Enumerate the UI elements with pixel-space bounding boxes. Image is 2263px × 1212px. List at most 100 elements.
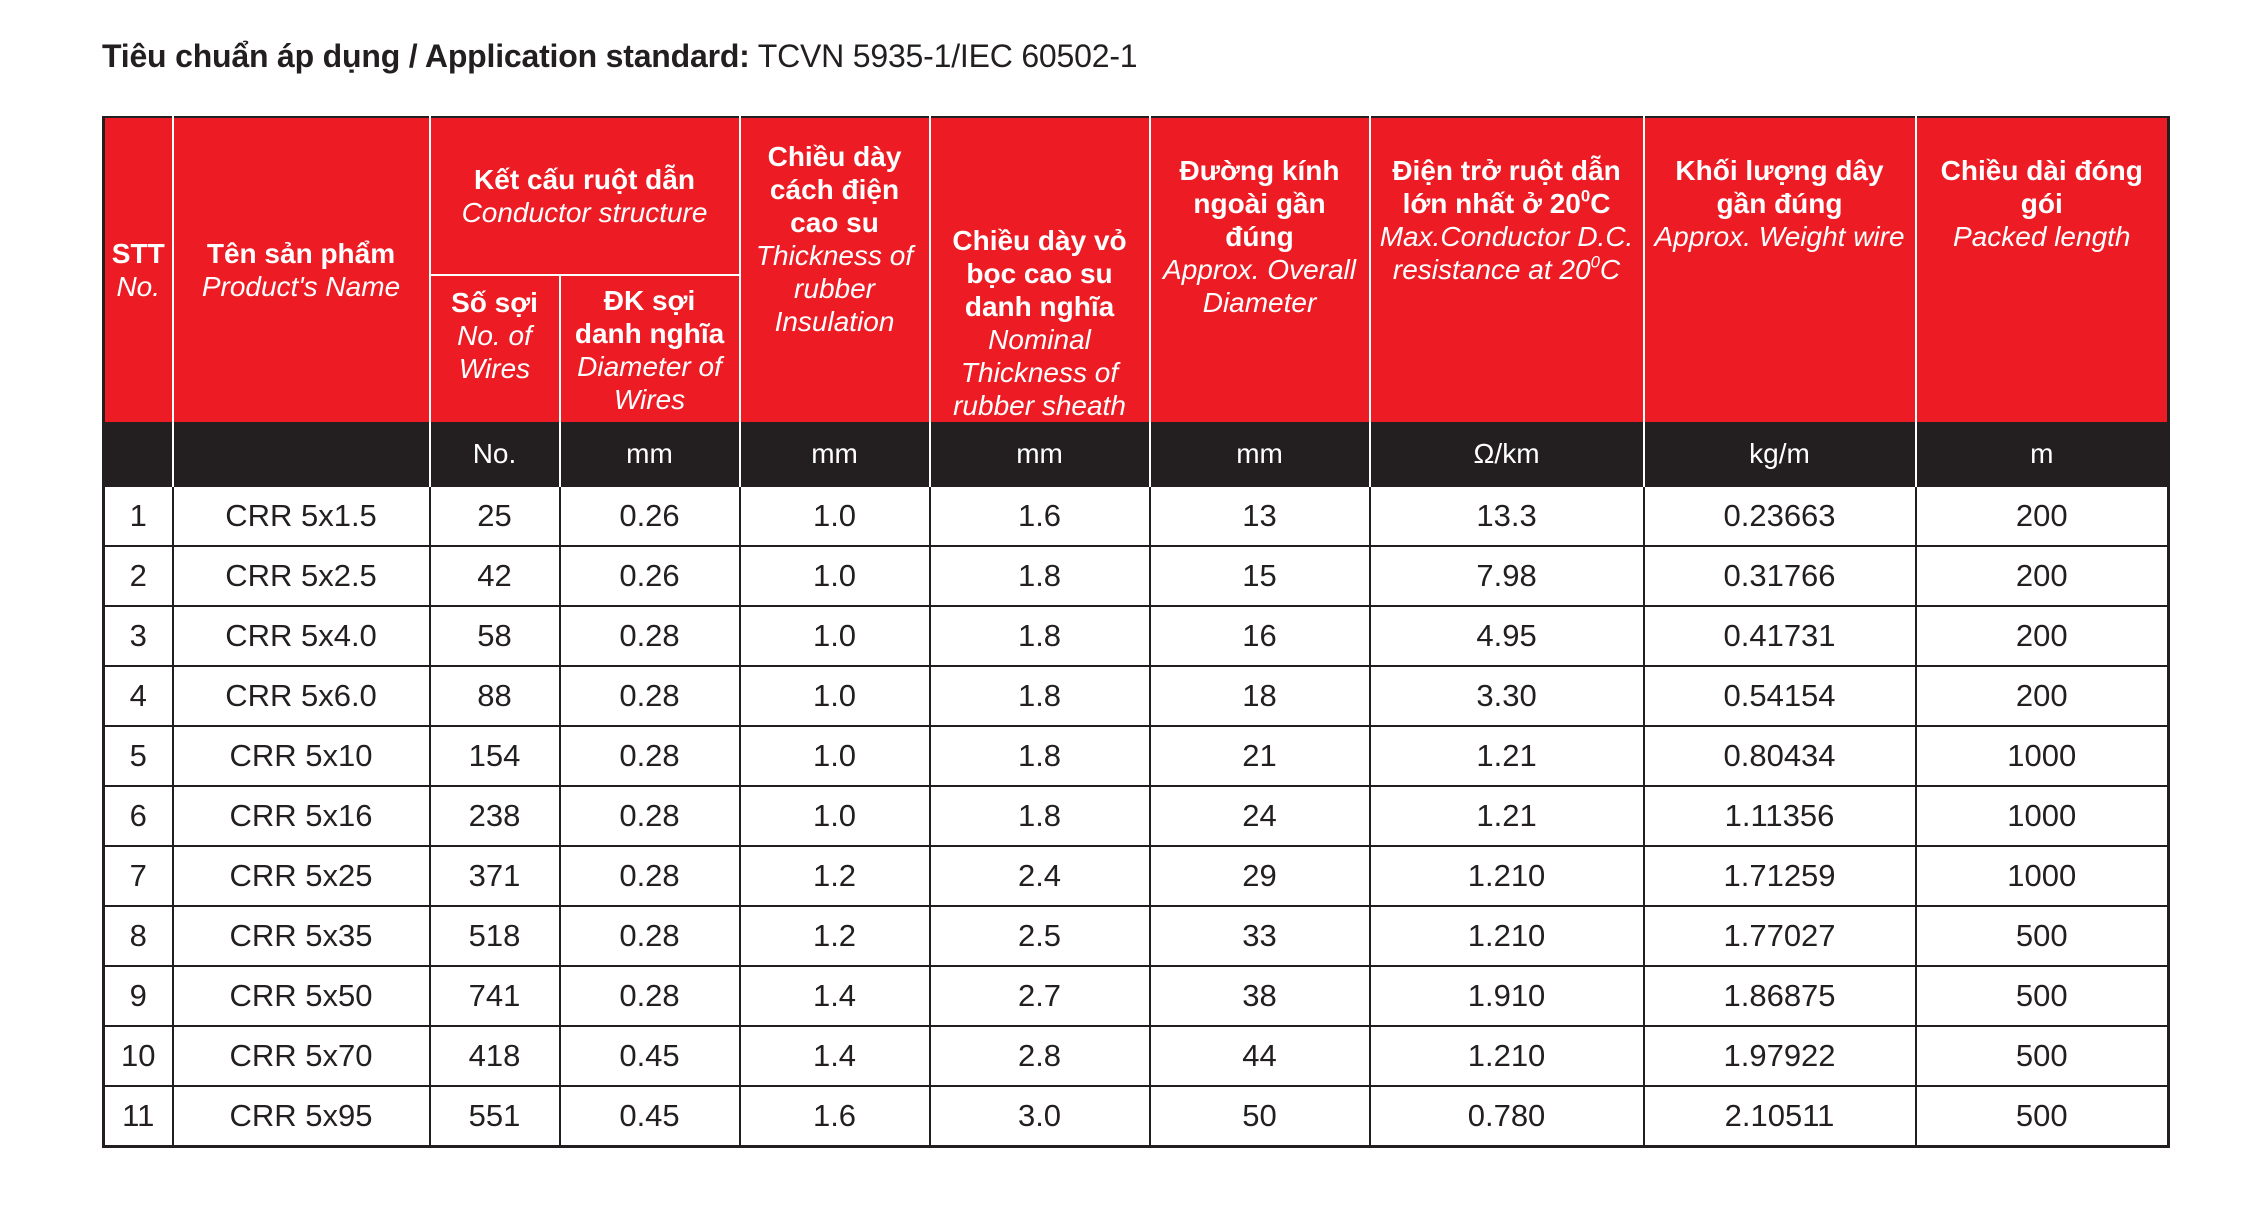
cell-weight: 0.54154 (1642, 665, 1917, 727)
cell-sheath: 2.8 (928, 1025, 1151, 1087)
cell-sheath: 3.0 (928, 1085, 1151, 1148)
header-wire-dia: ĐK sợi danh nghĩa Diameter of Wires (558, 274, 741, 422)
unit-resistance: Ω/km (1368, 422, 1645, 486)
header-weight-vi: Khối lượng dây gần đúng (1675, 155, 1884, 219)
cell-product-name: CRR 5x16 (171, 785, 431, 847)
cell-diameter: 15 (1148, 545, 1371, 607)
cell-resistance: 1.21 (1368, 725, 1645, 787)
cell-insulation: 1.0 (738, 665, 931, 727)
cell-stt: 5 (102, 725, 174, 787)
cell-sheath: 1.8 (928, 785, 1151, 847)
cell-resistance: 7.98 (1368, 545, 1645, 607)
cell-wires: 238 (428, 785, 561, 847)
cell-resistance: 0.780 (1368, 1085, 1645, 1148)
cell-product-name: CRR 5x35 (171, 905, 431, 967)
header-weight: Khối lượng dây gần đúng Approx. Weight w… (1642, 117, 1917, 422)
cell-length: 500 (1914, 1085, 2170, 1148)
cell-wire-dia: 0.45 (558, 1025, 741, 1087)
cell-stt: 1 (102, 485, 174, 547)
header-wires-vi: Số sợi (451, 287, 538, 318)
cell-sheath: 2.4 (928, 845, 1151, 907)
cell-diameter: 50 (1148, 1085, 1371, 1148)
cell-product-name: CRR 5x4.0 (171, 605, 431, 667)
cell-diameter: 44 (1148, 1025, 1371, 1087)
cell-sheath: 1.6 (928, 485, 1151, 547)
cell-length: 500 (1914, 965, 2170, 1027)
header-stt-en: No. (116, 271, 161, 302)
cell-product-name: CRR 5x10 (171, 725, 431, 787)
cell-weight: 0.41731 (1642, 605, 1917, 667)
cell-wire-dia: 0.28 (558, 605, 741, 667)
cell-length: 500 (1914, 1025, 2170, 1087)
cell-length: 200 (1914, 485, 2170, 547)
header-stt-vi: STT (111, 238, 165, 269)
header-diameter-en: Approx. Overall Diameter (1163, 254, 1356, 318)
title-label: Tiêu chuẩn áp dụng / Application standar… (102, 38, 750, 74)
unit-weight: kg/m (1642, 422, 1917, 486)
unit-sheath: mm (928, 422, 1151, 486)
cell-product-name: CRR 5x6.0 (171, 665, 431, 727)
cell-stt: 2 (102, 545, 174, 607)
cell-stt: 10 (102, 1025, 174, 1087)
table-row: 5 CRR 5x10 154 0.28 1.0 1.8 21 1.21 0.80434 1000 (102, 725, 2170, 787)
cell-diameter: 33 (1148, 905, 1371, 967)
cell-wires: 418 (428, 1025, 561, 1087)
title-standard: TCVN 5935-1/IEC 60502-1 (757, 38, 1138, 74)
table-row: 1 CRR 5x1.5 25 0.26 1.0 1.6 13 13.3 0.23663 200 (102, 485, 2170, 547)
cell-sheath: 2.5 (928, 905, 1151, 967)
cell-wire-dia: 0.45 (558, 1085, 741, 1148)
cell-resistance: 1.910 (1368, 965, 1645, 1027)
cell-resistance: 4.95 (1368, 605, 1645, 667)
cell-insulation: 1.0 (738, 545, 931, 607)
cell-length: 1000 (1914, 725, 2170, 787)
cell-resistance: 13.3 (1368, 485, 1645, 547)
cell-sheath: 1.8 (928, 545, 1151, 607)
cell-product-name: CRR 5x25 (171, 845, 431, 907)
header-diameter-vi: Đường kính ngoài gần đúng (1179, 155, 1340, 252)
cell-wires: 25 (428, 485, 561, 547)
cell-insulation: 1.4 (738, 1025, 931, 1087)
cell-insulation: 1.0 (738, 725, 931, 787)
cell-stt: 3 (102, 605, 174, 667)
header-wires: Số sợi No. of Wires (428, 274, 561, 422)
header-length-vi: Chiều dài đóng gói (1940, 155, 2143, 219)
cell-diameter: 29 (1148, 845, 1371, 907)
cell-resistance: 3.30 (1368, 665, 1645, 727)
table-row: 4 CRR 5x6.0 88 0.28 1.0 1.8 18 3.30 0.54154 200 (102, 665, 2170, 727)
cell-wires: 551 (428, 1085, 561, 1148)
header-sheath: Chiều dày vỏ bọc cao su danh nghĩa Nomin… (928, 117, 1151, 422)
cell-insulation: 1.0 (738, 785, 931, 847)
header-name-en: Product's Name (201, 271, 401, 302)
cell-wire-dia: 0.28 (558, 665, 741, 727)
header-resistance: Điện trở ruột dẫn lớn nhất ở 200C Max.Co… (1368, 117, 1645, 422)
table-row: 6 CRR 5x16 238 0.28 1.0 1.8 24 1.21 1.11356 1000 (102, 785, 2170, 847)
header-conductor-vi: Kết cấu ruột dẫn (474, 164, 695, 195)
cell-length: 200 (1914, 545, 2170, 607)
unit-wires: No. (428, 422, 561, 486)
unit-name (171, 422, 431, 486)
cell-stt: 8 (102, 905, 174, 967)
cell-diameter: 16 (1148, 605, 1371, 667)
cell-product-name: CRR 5x95 (171, 1085, 431, 1148)
cell-weight: 1.71259 (1642, 845, 1917, 907)
cell-product-name: CRR 5x2.5 (171, 545, 431, 607)
header-length: Chiều dài đóng gói Packed length (1914, 117, 2170, 422)
header-diameter: Đường kính ngoài gần đúng Approx. Overal… (1148, 117, 1371, 422)
cell-stt: 9 (102, 965, 174, 1027)
cell-insulation: 1.2 (738, 845, 931, 907)
cell-wire-dia: 0.26 (558, 545, 741, 607)
cell-wires: 88 (428, 665, 561, 727)
header-resistance-en: Max.Conductor D.C. resistance at 200C (1379, 221, 1634, 285)
header-stt: STT No. (102, 117, 174, 422)
cell-weight: 0.80434 (1642, 725, 1917, 787)
cell-product-name: CRR 5x1.5 (171, 485, 431, 547)
cell-insulation: 1.0 (738, 485, 931, 547)
cell-wires: 58 (428, 605, 561, 667)
cell-length: 1000 (1914, 845, 2170, 907)
cell-stt: 7 (102, 845, 174, 907)
table-row: 9 CRR 5x50 741 0.28 1.4 2.7 38 1.910 1.86875 500 (102, 965, 2170, 1027)
cell-insulation: 1.2 (738, 905, 931, 967)
cell-insulation: 1.0 (738, 605, 931, 667)
header-conductor: Kết cấu ruột dẫn Conductor structure (428, 117, 741, 275)
cell-wires: 42 (428, 545, 561, 607)
